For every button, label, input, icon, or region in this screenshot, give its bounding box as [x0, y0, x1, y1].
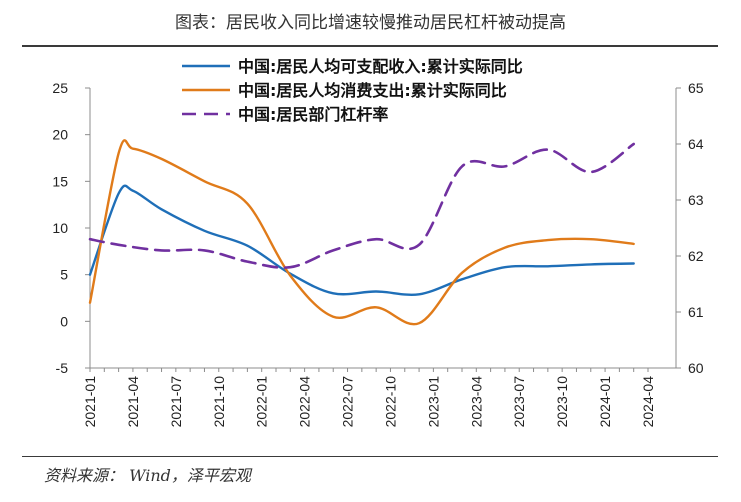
left-tick-label: 20: [52, 127, 68, 143]
bottom-rule: [22, 456, 718, 457]
x-tick-label: 2022-10: [382, 376, 398, 428]
series-line-3: [88, 142, 635, 269]
x-tick-label: 2023-10: [554, 376, 570, 428]
x-tick-label: 2022-07: [340, 376, 356, 428]
axes: -5 0 5 10 15 20 25 60 61 62 63 64 65 2021-01 2021-04 20…: [52, 80, 703, 427]
left-tick-label: -5: [56, 360, 69, 376]
right-tick-label: 62: [688, 248, 704, 264]
legend-label-1: 中国:居民人均可支配收入:累计实际同比: [238, 57, 523, 76]
legend: 中国:居民人均可支配收入:累计实际同比中国:居民人均消费支出:累计实际同比中国:…: [182, 57, 523, 124]
right-tick-label: 63: [688, 192, 704, 208]
x-tick-label: 2022-01: [254, 376, 270, 428]
series-group: [88, 139, 635, 326]
x-tick-label: 2023-07: [511, 376, 527, 428]
figure-title: 图表：居民收入同比增速较慢推动居民杠杆被动提高: [175, 13, 566, 33]
left-tick-label: 15: [52, 173, 68, 189]
right-tick-label: 61: [688, 304, 704, 320]
x-tick-label: 2024-04: [640, 376, 656, 428]
x-tick-label: 2021-10: [211, 376, 227, 428]
source-note: 资料来源： Wind，泽平宏观: [44, 466, 251, 485]
x-tick-label: 2021-07: [168, 376, 184, 428]
series-line-2: [88, 139, 635, 326]
left-tick-label: 0: [60, 313, 68, 329]
top-rule: [22, 45, 718, 47]
x-tick-label: 2022-04: [297, 376, 313, 428]
left-tick-label: 10: [52, 220, 68, 236]
x-tick-label: 2021-04: [125, 376, 141, 428]
legend-label-3: 中国:居民部门杠杆率: [238, 105, 388, 124]
left-tick-label: 5: [60, 267, 68, 283]
right-tick-label: 65: [688, 80, 704, 96]
series-line-1: [88, 184, 635, 296]
right-tick-label: 60: [688, 360, 704, 376]
legend-label-2: 中国:居民人均消费支出:累计实际同比: [238, 81, 507, 100]
left-tick-label: 25: [52, 80, 68, 96]
x-tick-label: 2021-01: [82, 376, 98, 428]
x-tick-label: 2023-04: [468, 376, 484, 428]
x-tick-label: 2024-01: [597, 376, 613, 428]
right-tick-label: 64: [688, 136, 704, 152]
x-tick-label: 2023-01: [425, 376, 441, 428]
